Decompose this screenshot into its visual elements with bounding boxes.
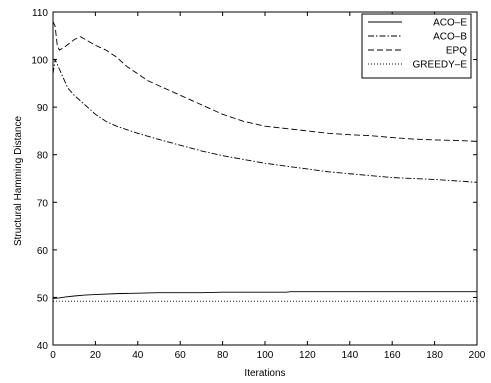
x-tick-label: 200 (469, 350, 486, 361)
y-tick-label: 70 (37, 198, 49, 209)
x-tick-label: 100 (257, 350, 274, 361)
legend-box (361, 13, 472, 79)
y-tick-label: 60 (37, 246, 49, 257)
series-line-aco-e (53, 291, 477, 299)
x-tick-label: 180 (426, 350, 443, 361)
x-tick-label: 20 (90, 350, 102, 361)
legend-label-epq: EPQ (446, 46, 467, 57)
x-tick-label: 140 (341, 350, 358, 361)
y-axis-label: Structural Hamming Distance (13, 116, 24, 246)
legend-items: ACO–E ACO–B EPQ GREEDY–E (368, 18, 467, 71)
x-tick-label: 40 (132, 350, 144, 361)
x-axis-label: Iterations (244, 368, 285, 379)
legend-label-greedy-e: GREEDY–E (413, 60, 468, 71)
y-tick-label: 80 (37, 151, 49, 162)
legend: ACO–E ACO–B EPQ GREEDY–E (361, 13, 472, 79)
x-tick-label: 60 (175, 350, 187, 361)
x-tick-label: 120 (299, 350, 316, 361)
y-tick-label: 100 (31, 56, 48, 67)
legend-label-aco-e: ACO–E (433, 18, 467, 29)
y-tick-label: 50 (37, 293, 49, 304)
x-tick-label: 80 (217, 350, 229, 361)
legend-label-aco-b: ACO–B (433, 32, 467, 43)
y-tick-label: 110 (32, 8, 48, 19)
y-tick-label: 90 (37, 103, 49, 114)
axis-layer: 0 20 40 60 80 100 120 140 160 180 200 40 50 60 70 80 90 1… (31, 8, 485, 361)
series-layer (53, 21, 477, 302)
series-line-epq (53, 21, 477, 142)
x-tick-label: 0 (50, 350, 56, 361)
y-tick-label: 40 (37, 341, 49, 352)
series-line-aco-b (53, 57, 477, 183)
x-tick-label: 160 (384, 350, 401, 361)
